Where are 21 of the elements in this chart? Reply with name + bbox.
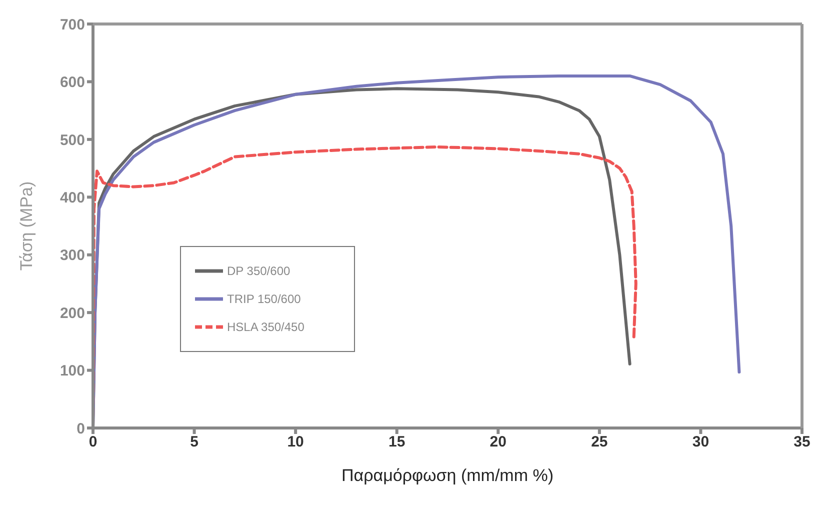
- x-tick-label: 15: [388, 434, 406, 451]
- y-tick-label: 0: [76, 420, 85, 438]
- y-tick-label: 200: [60, 304, 85, 322]
- x-tick-label: 25: [591, 434, 608, 451]
- y-tick-label: 500: [60, 132, 85, 149]
- x-tick-label: 5: [190, 434, 198, 451]
- y-tick-label: 600: [60, 74, 85, 92]
- y-tick-label: 400: [60, 189, 85, 206]
- legend-label: HSLA 350/450: [227, 320, 304, 334]
- y-tick-label: 100: [60, 362, 85, 380]
- x-tick-label: 20: [490, 434, 506, 451]
- y-tick-label: 300: [60, 247, 85, 264]
- x-tick-label: 10: [287, 434, 304, 451]
- x-tick-label: 35: [794, 434, 810, 451]
- legend-label: DP 350/600: [227, 264, 290, 278]
- x-tick-label: 30: [692, 434, 710, 451]
- x-tick-label: 0: [88, 434, 98, 451]
- legend-label: TRIP 150/600: [227, 292, 301, 306]
- y-axis-title: Τάση (MPa): [17, 181, 36, 271]
- y-tick-label: 700: [60, 16, 85, 34]
- x-axis-title: Παραμόρφωση (mm/mm %): [341, 466, 554, 485]
